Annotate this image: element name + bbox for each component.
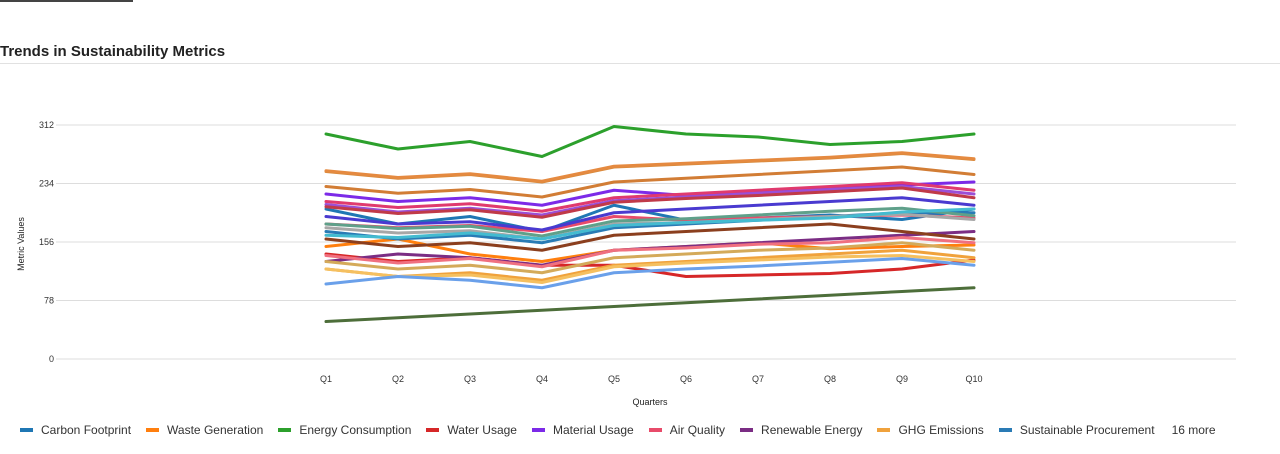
legend-label: Material Usage: [552, 423, 634, 437]
legend-label: Water Usage: [447, 423, 517, 437]
series-line[interactable]: [324, 241, 976, 275]
legend-swatch: [648, 428, 662, 432]
legend-label: GHG Emissions: [898, 423, 984, 437]
series-line[interactable]: [324, 181, 976, 213]
legend-item[interactable]: GHG Emissions: [877, 423, 984, 437]
y-tick-label: 78: [44, 296, 54, 306]
series-line[interactable]: [324, 206, 976, 238]
legend-item[interactable]: Material Usage: [531, 423, 634, 437]
title-divider: [0, 63, 1280, 64]
legend-item[interactable]: Waste Generation: [146, 423, 263, 437]
legend-swatch: [531, 428, 545, 432]
series-line[interactable]: [324, 286, 976, 323]
series-line[interactable]: [324, 196, 976, 232]
series-line[interactable]: [324, 151, 976, 183]
legend-swatch: [278, 428, 292, 432]
series-line[interactable]: [324, 254, 976, 284]
legend-item[interactable]: Sustainable Procurement: [998, 423, 1155, 437]
x-tick-label: Q9: [896, 374, 908, 384]
y-tick-label: 156: [39, 237, 54, 247]
active-tab-indicator: [0, 0, 133, 2]
x-tick-label: Q4: [536, 374, 548, 384]
legend-item[interactable]: Air Quality: [648, 423, 726, 437]
legend-item[interactable]: Carbon Footprint: [20, 423, 131, 437]
x-tick-label: Q10: [965, 374, 982, 384]
series-lines[interactable]: [324, 125, 976, 323]
legend-label: Energy Consumption: [299, 423, 412, 437]
legend-swatch: [146, 428, 160, 432]
grid-lines: [56, 124, 1236, 360]
series-line[interactable]: [324, 207, 976, 241]
legend: Carbon Footprint Waste Generation Energy C…: [20, 423, 1216, 437]
series-line[interactable]: [324, 165, 976, 199]
y-tick-label: 234: [39, 179, 54, 189]
y-tick-label: 0: [49, 354, 54, 364]
legend-label: Air Quality: [669, 423, 726, 437]
x-axis-ticks: Q1 Q2 Q3 Q4 Q5 Q6 Q7 Q8 Q9 Q10: [320, 374, 983, 384]
legend-item[interactable]: Water Usage: [426, 423, 517, 437]
series-line[interactable]: [324, 222, 976, 252]
series-line[interactable]: [324, 186, 976, 219]
series-line[interactable]: [324, 236, 976, 269]
legend-label: Carbon Footprint: [41, 423, 132, 437]
legend-swatch: [877, 428, 891, 432]
legend-swatch: [426, 428, 440, 432]
legend-swatch: [740, 428, 754, 432]
legend-swatch: [998, 428, 1012, 432]
x-tick-label: Q6: [680, 374, 692, 384]
legend-item[interactable]: Renewable Energy: [740, 423, 862, 437]
chart-title: Trends in Sustainability Metrics: [0, 43, 226, 60]
x-tick-label: Q7: [752, 374, 764, 384]
legend-label: Waste Generation: [167, 423, 264, 437]
y-axis-label: Metric Values: [16, 217, 26, 271]
x-axis-label: Quarters: [632, 397, 668, 407]
legend-more-button[interactable]: 16 more: [1171, 423, 1216, 437]
series-line[interactable]: [324, 125, 976, 158]
x-tick-label: Q2: [392, 374, 404, 384]
legend-swatch: [20, 428, 33, 432]
series-line[interactable]: [324, 257, 976, 290]
legend-item[interactable]: Energy Consumption: [278, 423, 411, 437]
x-tick-label: Q5: [608, 374, 620, 384]
legend-label: Sustainable Procurement: [1019, 423, 1155, 437]
x-tick-label: Q1: [320, 374, 332, 384]
x-tick-label: Q8: [824, 374, 836, 384]
x-tick-label: Q3: [464, 374, 476, 384]
legend-label: Renewable Energy: [761, 423, 863, 437]
y-axis-ticks: 0 78 156 234 312: [39, 120, 54, 364]
y-tick-label: 312: [39, 120, 54, 130]
